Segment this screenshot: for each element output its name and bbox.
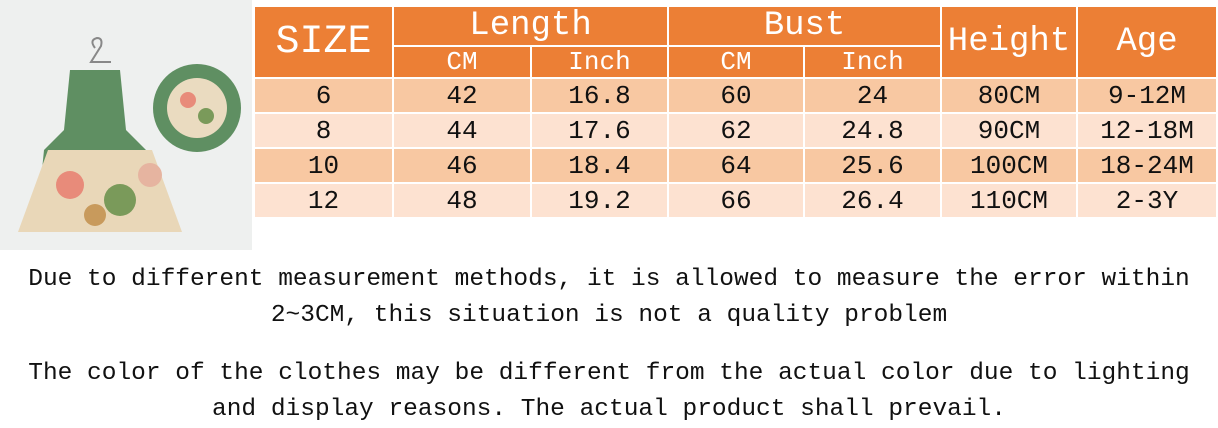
unit-header: CM [667, 45, 806, 79]
flower [104, 184, 136, 216]
table-cell: 17.6 [529, 112, 670, 149]
table-row: 6 42 16.8 60 24 80CM 9-12M [253, 77, 1218, 114]
flower [56, 171, 84, 199]
table-cell: 18-24M [1076, 147, 1218, 184]
table-cell: 16.8 [529, 77, 670, 114]
bust-header: Bust [667, 5, 943, 47]
flower [138, 163, 162, 187]
hanger [89, 36, 111, 63]
age-header: Age [1076, 5, 1218, 79]
table-row: 12 48 19.2 66 26.4 110CM 2-3Y [253, 182, 1218, 219]
table-cell: 64 [667, 147, 806, 184]
table-cell: 42 [392, 77, 532, 114]
table-cell: 24.8 [803, 112, 943, 149]
table-cell: 8 [253, 112, 394, 149]
product-photo [0, 0, 252, 250]
table-cell: 90CM [940, 112, 1079, 149]
note: The color of the clothes may be differen… [28, 360, 1190, 423]
table-row: 10 46 18.4 64 25.6 100CM 18-24M [253, 147, 1218, 184]
table-cell: 2-3Y [1076, 182, 1218, 219]
flower [198, 108, 214, 124]
table-cell: 100CM [940, 147, 1079, 184]
table-cell: 44 [392, 112, 532, 149]
table-cell: 60 [667, 77, 806, 114]
table-cell: 46 [392, 147, 532, 184]
unit-header: Inch [803, 45, 943, 79]
table-row: 8 44 17.6 62 24.8 90CM 12-18M [253, 112, 1218, 149]
table-cell: 10 [253, 147, 394, 184]
height-header: Height [940, 5, 1079, 79]
table-cell: 110CM [940, 182, 1079, 219]
table-cell: 62 [667, 112, 806, 149]
flower [180, 92, 196, 108]
table-cell: 66 [667, 182, 806, 219]
size-header: SIZE [253, 5, 394, 79]
table-cell: 12 [253, 182, 394, 219]
table-cell: 26.4 [803, 182, 943, 219]
table-cell: 80CM [940, 77, 1079, 114]
table-cell: 48 [392, 182, 532, 219]
hat-crown [167, 78, 227, 138]
table-cell: 24 [803, 77, 943, 114]
note: Due to different measurement methods, it… [28, 266, 1190, 329]
table-cell: 6 [253, 77, 394, 114]
unit-header: Inch [529, 45, 670, 79]
unit-header: CM [392, 45, 532, 79]
table-body: 6 42 16.8 60 24 80CM 9-12M 8 44 17.6 62 24.8 90CM 12-… [253, 77, 1218, 219]
table-cell: 18.4 [529, 147, 670, 184]
length-header: Length [391, 5, 670, 47]
table-cell: 25.6 [803, 147, 943, 184]
table-cell: 19.2 [529, 182, 670, 219]
size-table: SIZE Length Bust Height Age CM Inch CM I… [253, 5, 1218, 219]
table-cell: 12-18M [1076, 112, 1218, 149]
flower [84, 204, 106, 226]
table-cell: 9-12M [1076, 77, 1218, 114]
